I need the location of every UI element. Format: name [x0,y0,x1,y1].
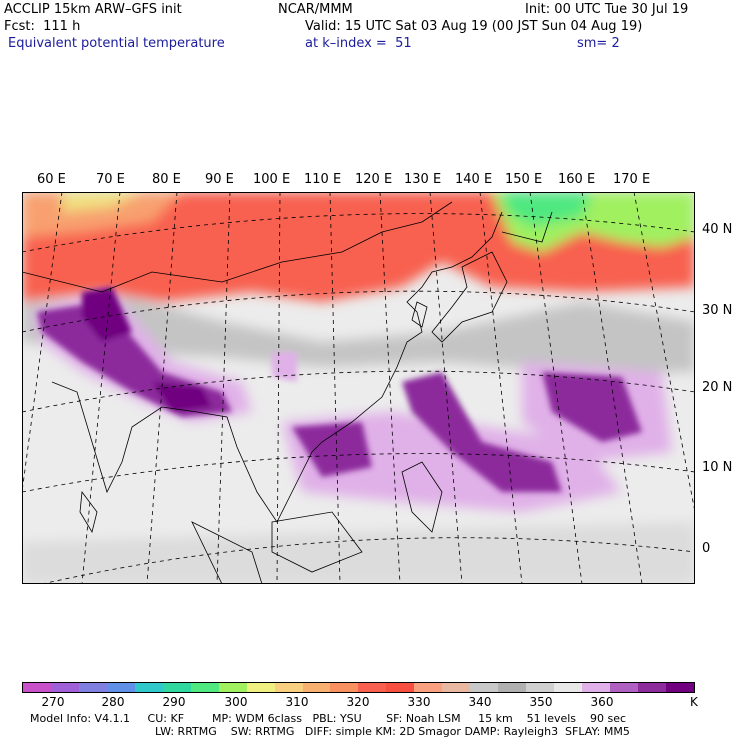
lon-label: 150 E [505,172,543,187]
lon-label: 170 E [613,172,651,187]
colorbar-swatch [470,683,499,692]
lon-label: 100 E [253,172,291,187]
colorbar-tick: 360 [590,695,614,709]
colorbar-swatch [526,683,555,692]
lon-label: 140 E [455,172,493,187]
lon-label: 160 E [558,172,596,187]
theta-e-map [22,192,695,584]
colorbar-tick: 310 [285,695,309,709]
field-name: Equivalent potential temperature [8,36,225,51]
coastlines [22,201,553,584]
colorbar-swatch [50,683,79,692]
colorbar-swatch [442,683,471,692]
smoothing-label: sm= 2 [577,36,620,51]
lat-label: 40 N [702,222,733,237]
level-index: at k–index = 51 [305,36,412,51]
colorbar-swatch [190,683,219,692]
colorbar-swatch [386,683,415,692]
colorbar-unit: K [690,695,698,709]
colorbar-swatch [274,683,303,692]
colorbar-swatch [302,683,331,692]
lat-label: 10 N [702,460,733,475]
colorbar-swatch [23,683,51,692]
colorbar [22,682,695,693]
lat-label: 30 N [702,303,733,318]
init-time: Init: 00 UTC Tue 30 Jul 19 [525,2,689,17]
colorbar-swatch [610,683,638,692]
valid-time: Valid: 15 UTC Sat 03 Aug 19 (00 JST Sun … [305,19,643,34]
lon-label: 70 E [96,172,125,187]
colorbar-tick: 320 [346,695,370,709]
field-maxima [37,287,642,492]
colorbar-tick: 330 [407,695,431,709]
map-frame [22,192,695,584]
colorbar-swatch [246,683,275,692]
lon-label: 90 E [205,172,234,187]
colorbar-swatch [498,683,527,692]
colorbar-tick: 300 [224,695,248,709]
lat-label: 0 [702,541,711,556]
colorbar-tick: 290 [162,695,186,709]
colorbar-swatch [162,683,191,692]
colorbar-tick: 280 [101,695,125,709]
colorbar-tick: 340 [468,695,492,709]
colorbar-swatch [414,683,443,692]
model-info-line2: LW: RRTMG SW: RRTMG DIFF: simple KM: 2D … [155,725,630,738]
lon-label: 60 E [37,172,66,187]
colorbar-swatch [106,683,135,692]
lon-label: 110 E [304,172,342,187]
colorbar-swatch [358,683,387,692]
colorbar-swatch [134,683,163,692]
colorbar-tick: 350 [529,695,553,709]
colorbar-swatch [665,683,694,692]
colorbar-swatch [582,683,611,692]
graticule [22,192,695,584]
colorbar-tick: 270 [41,695,65,709]
forecast-hour: Fcst: 111 h [4,19,81,34]
lon-label: 120 E [355,172,393,187]
model-info-line1: Model Info: V4.1.1 CU: KF MP: WDM 6class… [30,712,627,725]
model-title: ACCLIP 15km ARW–GFS init [4,2,182,17]
org-label: NCAR/MMM [278,2,353,17]
lon-label: 80 E [152,172,181,187]
lat-label: 20 N [702,380,733,395]
colorbar-swatch [554,683,583,692]
lon-label: 130 E [404,172,442,187]
colorbar-swatch [330,683,359,692]
colorbar-swatch [637,683,666,692]
colorbar-swatch [78,683,107,692]
colorbar-swatch [218,683,247,692]
